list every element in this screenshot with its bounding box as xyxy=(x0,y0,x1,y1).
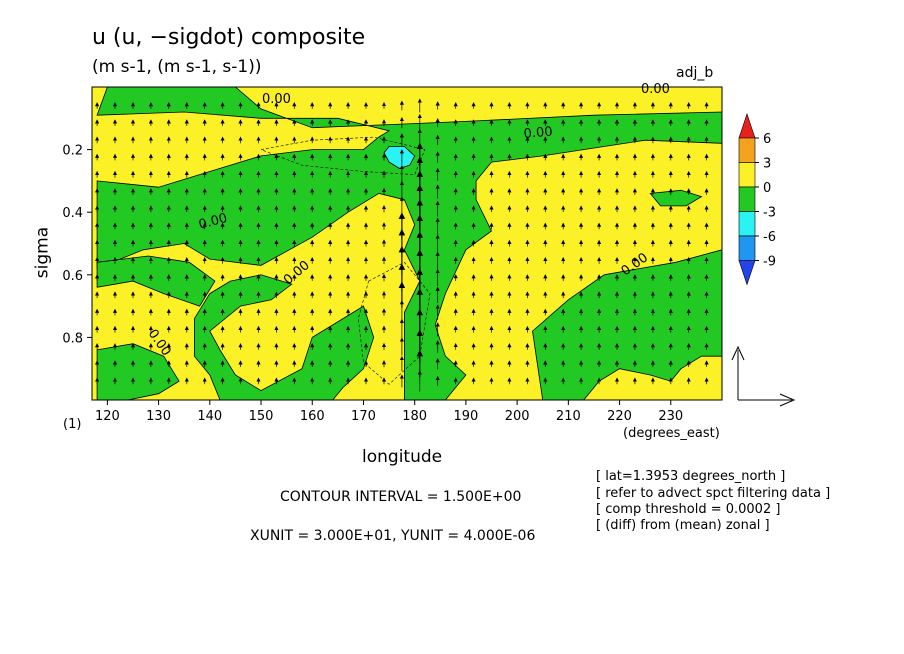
colorbar: 6 3 0 -3 -6 -9 xyxy=(738,113,776,286)
plot-frame xyxy=(91,86,723,401)
colorbar-label-0: 6 xyxy=(763,132,771,147)
colorbar-label-3: -3 xyxy=(763,206,776,221)
vector-reference-icon xyxy=(731,345,796,407)
colorbar-seg-2 xyxy=(738,162,756,188)
x-tick-label-2: 140 xyxy=(197,409,222,424)
colorbar-seg-1 xyxy=(738,137,756,163)
x-tick-label-9: 210 xyxy=(556,409,581,424)
y-axis-label: sigma xyxy=(32,226,53,279)
colorbar-label-2: 0 xyxy=(763,181,771,196)
colorbar-label-1: 3 xyxy=(763,157,771,172)
y-tick-label-1: 0.4 xyxy=(62,206,83,221)
y-axis: 0.2 0.4 0.6 0.8 xyxy=(62,144,92,346)
chart-title: u (u, −sigdot) composite xyxy=(92,25,366,50)
vector-units: XUNIT = 3.000E+01, YUNIT = 4.000E-06 xyxy=(250,528,536,544)
plot-area xyxy=(92,87,722,400)
vector-ref-vertical-head xyxy=(731,345,745,361)
x-tick-label-10: 220 xyxy=(607,409,632,424)
x-axis-label: longitude xyxy=(362,447,443,467)
x-axis-units: (degrees_east) xyxy=(623,426,720,441)
colorbar-label-4: -6 xyxy=(763,230,776,245)
x-tick-label-6: 180 xyxy=(402,409,427,424)
contour-label-1: 0.00 xyxy=(641,82,670,97)
x-tick-label-7: 190 xyxy=(453,409,478,424)
info-line-diff: [ (diff) from (mean) zonal ] xyxy=(596,518,770,533)
contour-region-2 xyxy=(193,274,375,400)
x-tick-label-5: 170 xyxy=(351,409,376,424)
info-line-source: [ refer to advect spct filtering data ] xyxy=(596,486,831,501)
contour-region-0 xyxy=(96,87,722,400)
panel-label: (1) xyxy=(63,417,82,432)
chart-units: (m s-1, (m s-1, s-1)) xyxy=(92,57,262,77)
contour-region-3 xyxy=(96,343,180,400)
colorbar-bottom-triangle xyxy=(738,260,756,286)
info-line-threshold: [ comp threshold = 0.0002 ] xyxy=(596,502,781,517)
dashed-contour-0 xyxy=(260,136,426,175)
contour-label-3: 0.00 xyxy=(197,211,229,233)
x-tick-label-1: 130 xyxy=(146,409,171,424)
experiment-tag: adj_b xyxy=(676,65,714,81)
colorbar-seg-3 xyxy=(738,186,756,212)
y-tick-label-0: 0.2 xyxy=(62,144,83,159)
x-tick-label-4: 160 xyxy=(300,409,325,424)
x-tick-label-8: 200 xyxy=(505,409,530,424)
colorbar-top-triangle xyxy=(738,113,756,139)
y-tick-label-2: 0.6 xyxy=(62,269,83,284)
dashed-contour-1 xyxy=(357,261,431,385)
contour-interval: CONTOUR INTERVAL = 1.500E+00 xyxy=(280,489,522,505)
colorbar-seg-5 xyxy=(738,235,756,261)
vector-field xyxy=(94,98,709,392)
contour-label-0: 0.00 xyxy=(262,92,291,107)
x-tick-label-0: 120 xyxy=(95,409,120,424)
colorbar-label-5: -9 xyxy=(763,255,776,270)
y-tick-label-3: 0.8 xyxy=(62,331,83,346)
x-axis: 120 130 140 150 160 170 180 190 200 210 220 230 xyxy=(95,400,683,424)
x-tick-label-3: 150 xyxy=(249,409,274,424)
colorbar-seg-4 xyxy=(738,211,756,237)
vector-ref-horizontal-head xyxy=(779,393,796,407)
contour-label-2: 0.00 xyxy=(523,125,553,142)
info-line-lat: [ lat=1.3953 degrees_north ] xyxy=(596,469,786,484)
x-tick-label-11: 230 xyxy=(658,409,683,424)
